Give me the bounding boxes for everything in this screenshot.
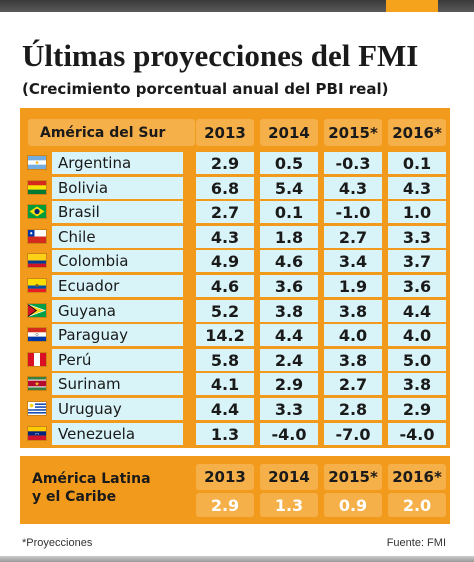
venezuela-flag-icon	[28, 427, 46, 440]
growth-value-cell: 1.3	[196, 423, 254, 445]
growth-value-cell: 1.9	[324, 275, 382, 297]
growth-value-cell: 4.9	[196, 250, 254, 272]
country-name: Paraguay	[52, 324, 183, 346]
growth-value-cell: 0.5	[260, 152, 318, 174]
latin-america-summary: América Latina y el Caribe 2013 2014 201…	[20, 456, 450, 524]
country-name: Perú	[52, 349, 183, 371]
growth-value-cell: 5.8	[196, 349, 254, 371]
growth-value-cell: -0.3	[324, 152, 382, 174]
summary-year: 2014	[260, 464, 318, 490]
summary-value: 2.9	[196, 493, 254, 517]
top-bar-accent	[386, 0, 438, 12]
growth-value-cell: 3.8	[388, 373, 446, 395]
growth-value-cell: 3.6	[388, 275, 446, 297]
growth-value-cell: -7.0	[324, 423, 382, 445]
growth-value-cell: 2.7	[324, 373, 382, 395]
growth-value-cell: 5.4	[260, 177, 318, 199]
year-header: 2016*	[388, 119, 446, 146]
growth-value-cell: 2.8	[324, 398, 382, 420]
uruguay-flag-icon	[28, 402, 46, 415]
growth-value-cell: 4.6	[196, 275, 254, 297]
growth-value-cell: 4.0	[388, 324, 446, 346]
growth-value-cell: 1.8	[260, 226, 318, 248]
country-name: Chile	[52, 226, 183, 248]
country-name: Bolivia	[52, 177, 183, 199]
year-header: 2014	[260, 119, 318, 146]
growth-value-cell: 3.8	[324, 300, 382, 322]
summary-label-line2: y el Caribe	[32, 489, 117, 505]
growth-value-cell: 2.9	[196, 152, 254, 174]
region-header: América del Sur	[28, 119, 195, 146]
growth-value-cell: 3.8	[260, 300, 318, 322]
growth-value-cell: 3.6	[260, 275, 318, 297]
country-name: Colombia	[52, 250, 183, 272]
growth-value-cell: 4.4	[196, 398, 254, 420]
colombia-flag-icon	[28, 254, 46, 267]
summary-label-line1: América Latina	[32, 471, 151, 487]
bolivia-flag-icon	[28, 181, 46, 194]
ecuador-flag-icon	[28, 279, 46, 292]
growth-value-cell: 4.3	[324, 177, 382, 199]
growth-value-cell: 6.8	[196, 177, 254, 199]
bottom-bar	[0, 556, 474, 562]
growth-value-cell: 3.3	[388, 226, 446, 248]
growth-value-cell: 4.3	[388, 177, 446, 199]
summary-label: América Latina y el Caribe	[32, 470, 151, 506]
country-name: Surinam	[52, 373, 183, 395]
growth-value-cell: 3.8	[324, 349, 382, 371]
year-header: 2015*	[324, 119, 382, 146]
brazil-flag-icon	[28, 205, 46, 218]
growth-value-cell: 2.7	[196, 201, 254, 223]
summary-value: 1.3	[260, 493, 318, 517]
chile-flag-icon	[28, 230, 46, 243]
country-name: Venezuela	[52, 423, 183, 445]
page-subtitle: (Crecimiento porcentual anual del PBI re…	[22, 80, 389, 98]
growth-value-cell: 3.4	[324, 250, 382, 272]
growth-value-cell: 4.1	[196, 373, 254, 395]
growth-value-cell: -1.0	[324, 201, 382, 223]
year-header: 2013	[196, 119, 254, 146]
footnote: *Proyecciones	[22, 537, 93, 549]
summary-value: 2.0	[388, 493, 446, 517]
growth-value-cell: -4.0	[388, 423, 446, 445]
growth-value-cell: 5.0	[388, 349, 446, 371]
growth-value-cell: 0.1	[260, 201, 318, 223]
growth-value-cell: 2.9	[388, 398, 446, 420]
growth-value-cell: 14.2	[196, 324, 254, 346]
growth-value-cell: 2.7	[324, 226, 382, 248]
summary-year: 2015*	[324, 464, 382, 490]
guyana-flag-icon	[28, 304, 46, 317]
growth-value-cell: 3.7	[388, 250, 446, 272]
growth-value-cell: 4.3	[196, 226, 254, 248]
growth-value-cell: 0.1	[388, 152, 446, 174]
peru-flag-icon	[28, 353, 46, 366]
growth-value-cell: 2.4	[260, 349, 318, 371]
summary-year: 2013	[196, 464, 254, 490]
growth-value-cell: 4.6	[260, 250, 318, 272]
growth-value-cell: 4.0	[324, 324, 382, 346]
growth-value-cell: 4.4	[260, 324, 318, 346]
country-name: Uruguay	[52, 398, 183, 420]
growth-value-cell: 3.3	[260, 398, 318, 420]
growth-value-cell: 4.4	[388, 300, 446, 322]
growth-table: América del Sur 2013 2014 2015* 2016* Ar…	[20, 108, 450, 448]
country-name: Guyana	[52, 300, 183, 322]
suriname-flag-icon	[28, 377, 46, 390]
country-name: Argentina	[52, 152, 183, 174]
growth-value-cell: 1.0	[388, 201, 446, 223]
summary-value: 0.9	[324, 493, 382, 517]
country-name: Brasil	[52, 201, 183, 223]
page-title: Últimas proyecciones del FMI	[22, 38, 419, 73]
growth-value-cell: 2.9	[260, 373, 318, 395]
growth-value-cell: -4.0	[260, 423, 318, 445]
source-credit: Fuente: FMI	[386, 537, 446, 549]
country-name: Ecuador	[52, 275, 183, 297]
argentina-flag-icon	[28, 156, 46, 169]
growth-value-cell: 5.2	[196, 300, 254, 322]
top-bar	[0, 0, 474, 12]
paraguay-flag-icon	[28, 328, 46, 341]
summary-year: 2016*	[388, 464, 446, 490]
